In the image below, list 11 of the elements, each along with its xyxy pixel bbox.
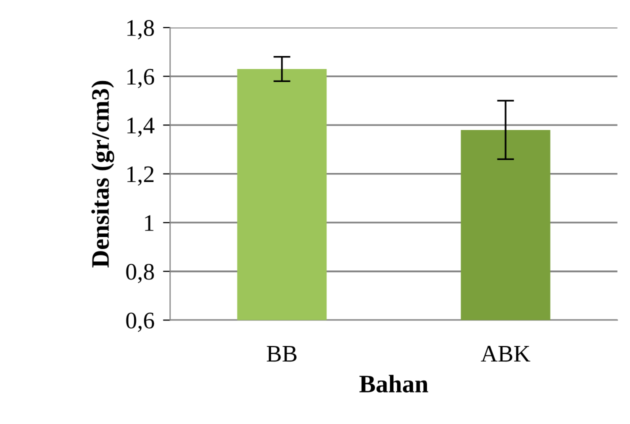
- y-tick-label: 1,8: [127, 20, 154, 40]
- y-tick-label: 0,6: [126, 312, 154, 332]
- x-axis-title: Bahan: [359, 374, 428, 392]
- y-tick-label: 1,2: [127, 166, 154, 186]
- y-tick-label: 0,8: [126, 264, 154, 284]
- y-tick-label: 1: [145, 215, 154, 231]
- x-tick-label: ABK: [480, 346, 530, 362]
- y-tick-label: 1,4: [127, 118, 154, 137]
- y-tick-label: 1,6: [127, 68, 154, 88]
- x-tick-label: BB: [266, 346, 297, 362]
- y-axis-title: Densitas (gr/cm3): [91, 80, 114, 268]
